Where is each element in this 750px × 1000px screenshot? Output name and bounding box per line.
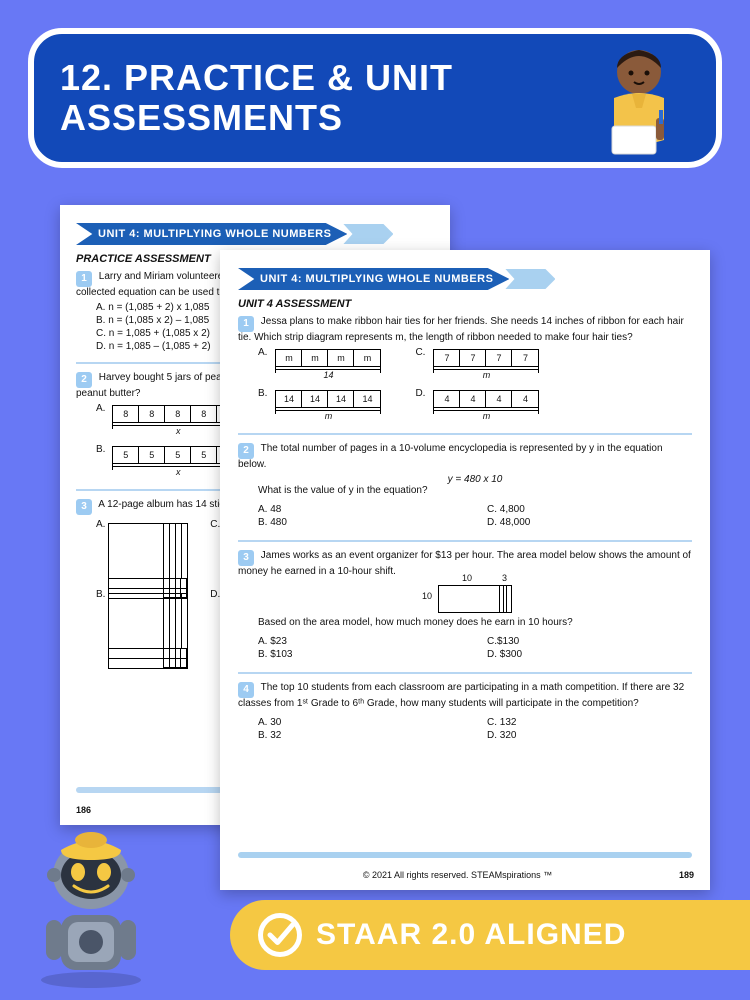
page-front: UNIT 4: MULTIPLYING WHOLE NUMBERS UNIT 4… [220,250,710,890]
check-icon [258,913,302,957]
banner-arrow-light [505,269,555,289]
front-q2: 2 The total number of pages in a 10-volu… [238,443,692,530]
q2-text: The total number of pages in a 10-volume… [238,443,663,470]
unit-banner-back: UNIT 4: MULTIPLYING WHOLE NUMBERS [76,223,434,245]
q3-text2: Based on the area model, how much money … [258,617,692,628]
boy-illustration [584,40,694,160]
robot-illustration [16,820,166,990]
equation: y = 480 x 10 [258,474,692,485]
q1-text: Jessa plans to make ribbon hair ties for… [238,316,684,343]
banner-text: UNIT 4: MULTIPLYING WHOLE NUMBERS [238,268,509,290]
pages-container: UNIT 4: MULTIPLYING WHOLE NUMBERS PRACTI… [60,205,710,885]
label-b: B. [96,444,105,455]
qnum: 1 [238,316,254,332]
front-q4: 4 The top 10 students from each classroo… [238,682,692,743]
front-subtitle: UNIT 4 ASSESSMENT [238,298,692,310]
label-c: C. [210,519,220,530]
page-num: 186 [76,805,91,815]
label-d: D. [210,589,220,600]
copyright: © 2021 All rights reserved. STEAMspirati… [363,870,552,880]
front-footer: © 2021 All rights reserved. STEAMspirati… [236,870,694,880]
area-model: 10 3 10 [438,585,512,613]
divider [238,672,692,674]
unit-banner-front: UNIT 4: MULTIPLYING WHOLE NUMBERS [238,268,692,290]
divider [238,433,692,435]
page-num: 189 [679,870,694,880]
header-title: 12. PRACTICE & UNIT ASSESSMENTS [60,58,540,137]
qnum: 1 [76,271,92,287]
grid-a [108,523,164,579]
qnum: 3 [238,550,254,566]
qnum: 2 [76,372,92,388]
front-q1: 1 Jessa plans to make ribbon hair ties f… [238,316,692,423]
bottom-pill: STAAR 2.0 ALIGNED [230,900,750,970]
banner-text: UNIT 4: MULTIPLYING WHOLE NUMBERS [76,223,347,245]
qnum: 4 [238,682,254,698]
front-q3: 3 James works as an event organizer for … [238,550,692,662]
footer-bar [238,852,692,858]
strip: 7 7 7 7 m [433,349,539,380]
label-b: B. [96,589,105,600]
strip: 14 14 14 14 m [275,390,381,421]
label-a: A. [96,519,105,530]
label-a: A. [96,403,105,414]
q4-text: The top 10 students from each classroom … [238,682,684,709]
banner-arrow-light [343,224,393,244]
bottom-text: STAAR 2.0 ALIGNED [316,918,626,952]
qnum: 3 [76,499,92,515]
header-pill: 12. PRACTICE & UNIT ASSESSMENTS [28,28,722,168]
q2-text2: What is the value of y in the equation? [258,485,692,496]
qnum: 2 [238,443,254,459]
grid-b [108,593,164,649]
strip: m m m m 14 [275,349,381,380]
divider [238,540,692,542]
strip: 4 4 4 4 m [433,390,539,421]
